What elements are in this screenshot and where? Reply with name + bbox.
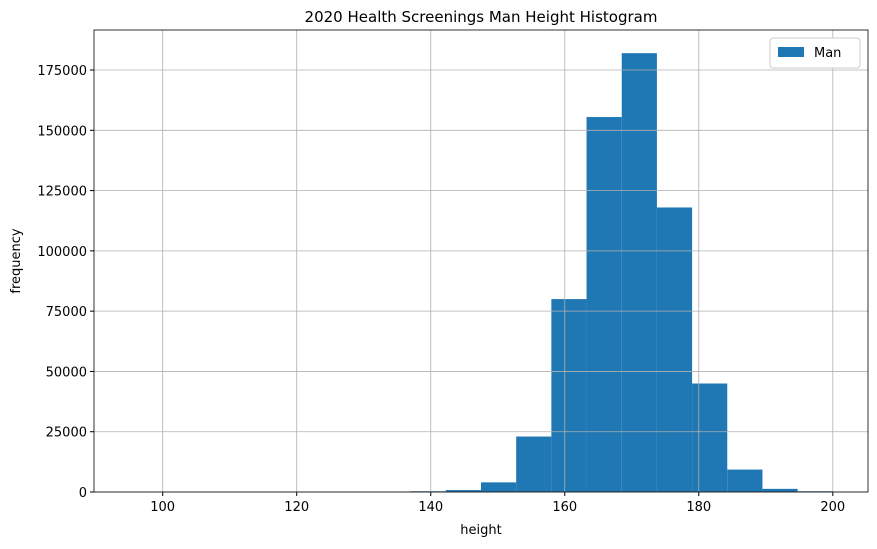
bar <box>551 299 587 492</box>
chart-title: 2020 Health Screenings Man Height Histog… <box>305 8 658 26</box>
bar <box>586 117 622 493</box>
y-tick-label: 100000 <box>37 245 87 260</box>
bar <box>516 436 552 492</box>
x-tick-label: 180 <box>686 500 711 515</box>
legend-swatch <box>778 47 804 57</box>
bar <box>656 207 693 492</box>
x-axis-label: height <box>460 523 501 538</box>
plot-frame <box>93 29 869 493</box>
y-tick-label: 25000 <box>46 426 87 441</box>
bar <box>692 383 728 492</box>
y-tick-label: 125000 <box>37 185 87 200</box>
bar <box>481 482 517 492</box>
bar <box>445 490 481 492</box>
y-tick-label: 75000 <box>46 305 87 320</box>
x-tick-label: 160 <box>552 500 577 515</box>
y-axis-label: frequency <box>9 228 24 294</box>
bar <box>727 469 763 492</box>
y-tick-label: 0 <box>79 486 87 501</box>
y-tick-label: 50000 <box>46 365 87 380</box>
y-tick-label: 175000 <box>37 64 87 79</box>
bar <box>762 488 798 492</box>
x-tick-label: 200 <box>820 500 845 515</box>
x-tick-label: 140 <box>418 500 443 515</box>
bar <box>621 53 657 492</box>
legend-label: Man <box>814 46 841 61</box>
legend-box <box>769 37 861 69</box>
x-tick-label: 100 <box>150 500 175 515</box>
x-tick-label: 120 <box>284 500 309 515</box>
y-tick-label: 150000 <box>37 124 87 139</box>
